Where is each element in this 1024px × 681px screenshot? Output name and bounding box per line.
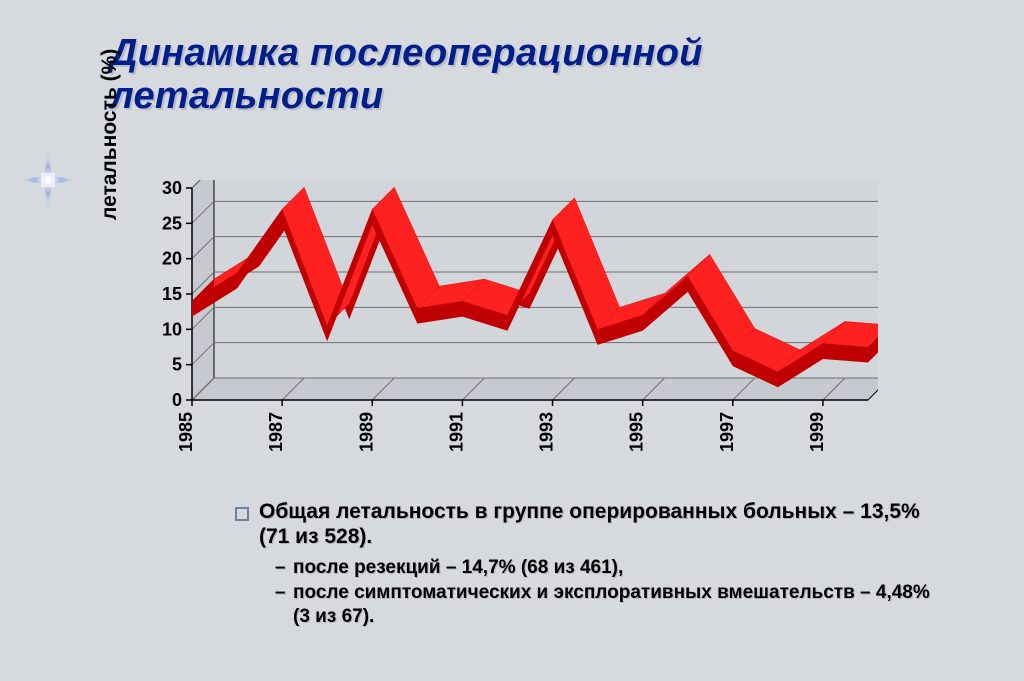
chart: 0 5 10 15 20 25 30 1985 1987 1989 1991 1993 1995 1997… xyxy=(138,180,878,480)
svg-text:1987: 1987 xyxy=(266,412,286,452)
bullet-sub-2: после симптоматических и эксплоративных … xyxy=(235,581,935,629)
svg-text:1995: 1995 xyxy=(627,412,647,452)
svg-text:1985: 1985 xyxy=(176,412,196,452)
svg-text:1993: 1993 xyxy=(537,412,557,452)
svg-text:1991: 1991 xyxy=(446,412,466,452)
slide: Динамика послеоперационной летальности л… xyxy=(0,0,1024,681)
bullet-sub-1: после резекций – 14,7% (68 из 461), xyxy=(235,556,935,580)
decorative-star-icon xyxy=(18,150,78,210)
svg-text:15: 15 xyxy=(162,284,182,304)
svg-text:30: 30 xyxy=(162,180,182,198)
svg-text:1999: 1999 xyxy=(807,412,827,452)
svg-text:20: 20 xyxy=(162,249,182,269)
bullet-list: Общая летальность в группе оперированных… xyxy=(235,500,935,631)
svg-text:5: 5 xyxy=(172,355,182,375)
bullet-main: Общая летальность в группе оперированных… xyxy=(235,500,935,550)
svg-text:0: 0 xyxy=(172,390,182,410)
svg-text:25: 25 xyxy=(162,213,182,233)
y-axis-label: летальность (%) xyxy=(98,49,122,220)
svg-text:10: 10 xyxy=(162,319,182,339)
page-title: Динамика послеоперационной летальности xyxy=(110,32,930,117)
chart-svg: 0 5 10 15 20 25 30 1985 1987 1989 1991 1993 1995 1997… xyxy=(138,180,878,480)
svg-text:1997: 1997 xyxy=(717,412,737,452)
svg-text:1989: 1989 xyxy=(356,412,376,452)
